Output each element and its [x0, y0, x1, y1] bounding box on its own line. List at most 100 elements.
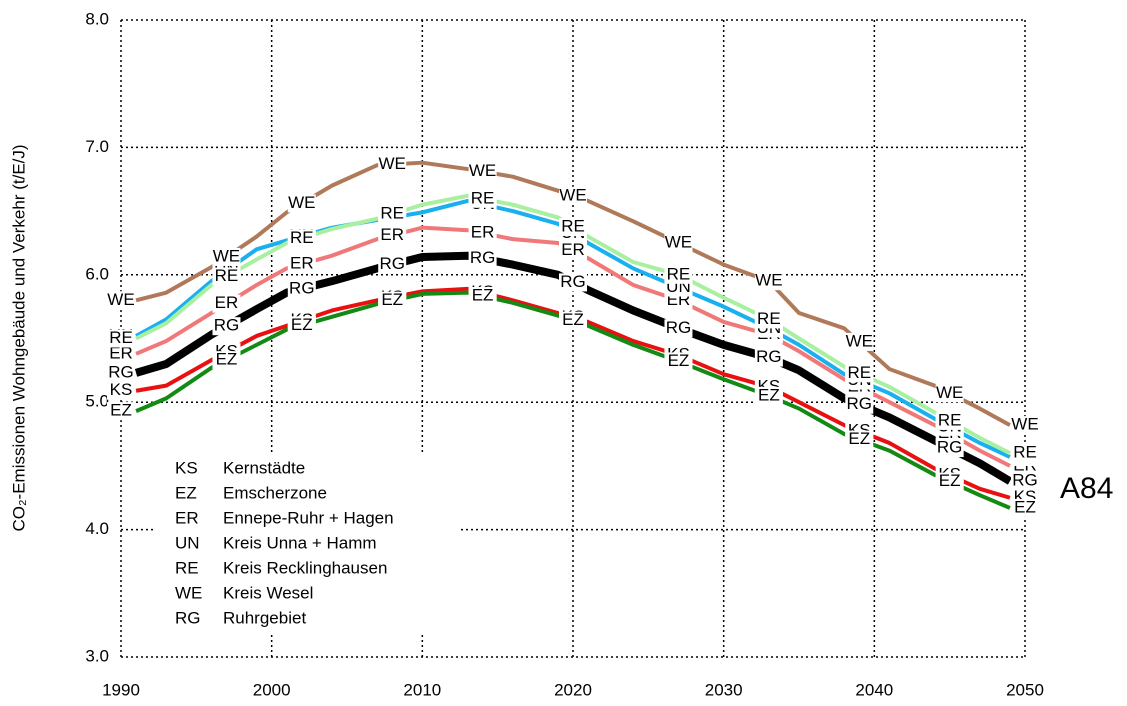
x-tick-label: 1990 [102, 680, 140, 699]
legend-code: WE [175, 583, 202, 602]
x-tick-label: 2000 [253, 680, 291, 699]
inline-label: RG [845, 394, 874, 414]
inline-label: EZ [1011, 497, 1039, 517]
inline-label: RG [1011, 471, 1039, 491]
inline-label: RE [107, 328, 135, 348]
x-tick-label: 2020 [554, 680, 592, 699]
inline-label: WE [287, 193, 316, 213]
inline-label: EZ [754, 385, 783, 405]
inline-label-bg [287, 194, 316, 213]
inline-label-bg [212, 247, 241, 266]
inline-label: WE [212, 246, 241, 266]
inline-label-bg [559, 218, 587, 237]
inline-label: EZ [935, 471, 964, 491]
inline-label: WE [378, 154, 407, 174]
inline-label: EZ [107, 401, 135, 421]
inline-label: RE [1011, 443, 1039, 463]
inline-label: RE [287, 228, 316, 248]
legend-code: ER [175, 508, 199, 527]
inline-label-bg [287, 255, 316, 274]
inline-label-bg [287, 316, 316, 335]
legend-name: Kernstädte [223, 458, 305, 477]
inline-label-text: ER [561, 240, 585, 259]
inline-label-bg [664, 233, 693, 252]
inline-label-text: EZ [668, 351, 690, 370]
inline-label-bg [1011, 472, 1039, 491]
inline-label-text: EZ [562, 310, 584, 329]
inline-label-text: RG [847, 394, 873, 413]
inline-label-bg [107, 402, 135, 421]
inline-label-bg [559, 241, 587, 260]
inline-label: EZ [845, 429, 874, 449]
inline-label-text: RE [471, 188, 495, 207]
inline-label-text: ER [109, 343, 133, 362]
inline-label-text: WE [288, 193, 315, 212]
inline-label-text: EZ [758, 385, 780, 404]
inline-label-text: RE [847, 363, 871, 382]
inline-label-bg [378, 226, 407, 245]
inline-label-text: ER [215, 293, 239, 312]
inline-label: RG [664, 318, 693, 338]
inline-label-text: RE [938, 410, 962, 429]
inline-label-bg [107, 363, 135, 382]
inline-label-text: EZ [1014, 497, 1036, 516]
inline-label-bg [212, 267, 241, 286]
inline-label-text: RE [1013, 443, 1037, 462]
inline-label: ER [378, 225, 407, 245]
inline-label: RE [664, 264, 693, 284]
inline-label-text: RE [667, 264, 691, 283]
inline-label-text: EZ [216, 350, 238, 369]
inline-label: RE [378, 204, 407, 224]
inline-label-bg [212, 294, 241, 313]
inline-label-text: RG [214, 316, 240, 335]
inline-label-bg [1011, 416, 1039, 435]
inline-label-text: EZ [291, 315, 313, 334]
inline-label: RG [212, 316, 241, 336]
inline-label-bg [1011, 498, 1039, 517]
inline-label: WE [559, 185, 587, 205]
inline-label: WE [1011, 415, 1039, 435]
inline-label: EZ [468, 286, 497, 306]
inline-label-bg [559, 186, 587, 205]
x-tick-label: 2050 [1006, 680, 1044, 699]
inline-label-text: RG [560, 272, 586, 291]
y-tick-label: 6.0 [85, 264, 109, 283]
inline-label: RE [212, 266, 241, 286]
x-tick-label: 2040 [855, 680, 893, 699]
inline-label-text: RE [215, 266, 239, 285]
legend-name: Ennepe-Ruhr + Hagen [223, 508, 394, 527]
inline-label-text: RG [379, 254, 405, 273]
inline-label-bg [378, 255, 407, 274]
legend-name: Kreis Unna + Hamm [223, 533, 377, 552]
inline-label-bg [378, 155, 407, 174]
inline-label: WE [664, 232, 693, 252]
inline-label: ER [559, 240, 587, 260]
inline-label-bg [378, 291, 407, 310]
inline-label-text: KS [110, 380, 133, 399]
y-axis-label: CO₂-Emissionen Wohngebäude und Verkehr (… [9, 144, 28, 531]
x-tick-label: 2010 [403, 680, 441, 699]
inline-label: RE [559, 217, 587, 237]
inline-label-bg [754, 386, 783, 405]
inline-label: RG [935, 438, 964, 458]
y-tick-label: 8.0 [85, 9, 109, 28]
inline-label: EZ [559, 310, 587, 330]
inline-label-bg [107, 329, 135, 348]
x-tick-label: 2030 [705, 680, 743, 699]
inline-label-bg [468, 189, 497, 208]
inline-label-text: WE [1011, 415, 1038, 434]
inline-label-text: ER [290, 254, 314, 273]
inline-label-text: RG [756, 347, 782, 366]
inline-label-text: WE [469, 161, 496, 180]
inline-label: EZ [664, 351, 693, 371]
y-tick-label: 5.0 [85, 392, 109, 411]
inline-label: RG [559, 272, 587, 292]
inline-label-bg [935, 384, 964, 403]
inline-label-text: WE [107, 290, 134, 309]
inline-label-bg [845, 395, 874, 414]
inline-label-bg [287, 229, 316, 248]
inline-label-bg [468, 287, 497, 306]
inline-label-bg [468, 162, 497, 181]
inline-label: RG [468, 248, 497, 268]
inline-label-text: EZ [381, 290, 403, 309]
